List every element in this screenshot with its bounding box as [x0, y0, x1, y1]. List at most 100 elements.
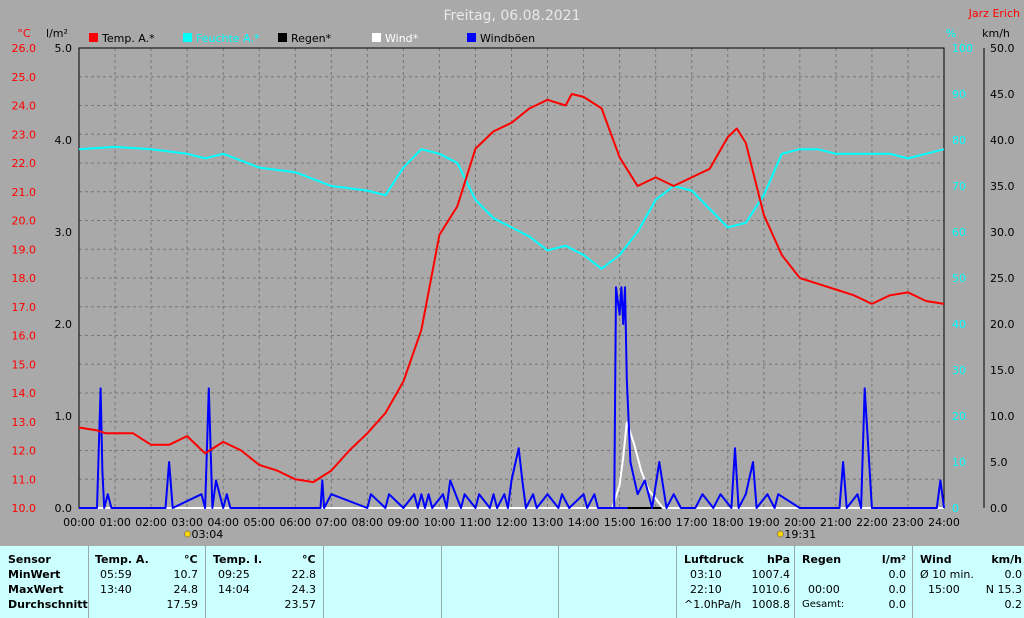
pressure-max-time: 22:10 — [690, 583, 722, 596]
wind-tick-label: 50.0 — [990, 42, 1015, 55]
x-tick-label: 09:00 — [388, 516, 420, 529]
temp-tick-label: 22.0 — [12, 157, 37, 170]
temp-a-max-time: 13:40 — [100, 583, 132, 596]
rain-tick-label: 3.0 — [55, 226, 73, 239]
temp-tick-label: 12.0 — [12, 445, 37, 458]
x-tick-label: 10:00 — [424, 516, 456, 529]
x-tick-label: 18:00 — [712, 516, 744, 529]
legend: Temp. A.* Feuchte A.* Regen* Wind* Windböen — [89, 32, 535, 45]
temp-a-avg: 17.59 — [166, 598, 199, 611]
temp-tick-label: 17.0 — [12, 301, 37, 314]
rain-total-label: Gesamt: — [802, 599, 845, 610]
wind-avg10: 0.0 — [1004, 568, 1023, 581]
temp-unit-label: °C — [17, 27, 31, 40]
wind-avg10-label: Ø 10 min. — [920, 568, 974, 581]
legend-swatch — [467, 33, 476, 42]
rain-tick-label: 0.0 — [55, 502, 73, 515]
sunrise-icon — [184, 530, 191, 538]
wind-tick-label: 35.0 — [990, 180, 1015, 193]
x-tick-label: 19:00 — [748, 516, 780, 529]
temp-i-min: 22.8 — [291, 568, 317, 581]
temp-i-min-time: 09:25 — [218, 568, 250, 581]
wind-tick-label: 30.0 — [990, 226, 1015, 239]
rain-total: 0.0 — [888, 598, 907, 611]
humidity-tick-label: 30 — [952, 364, 966, 377]
temp-tick-label: 21.0 — [12, 186, 37, 199]
humidity-tick-label: 40 — [952, 318, 966, 331]
temp-a-min-time: 05:59 — [100, 568, 132, 581]
stats-panel: Sensor MinWert MaxWert Durchschnitt Temp… — [0, 546, 1024, 618]
pressure-trend-label: ^1.0hPa/h — [684, 598, 742, 611]
wind-unit: km/h — [991, 553, 1022, 566]
temp-tick-label: 15.0 — [12, 358, 37, 371]
x-tick-label: 14:00 — [568, 516, 600, 529]
separator — [912, 546, 913, 618]
rain-unit: l/m² — [881, 553, 906, 566]
humidity-tick-label: 70 — [952, 180, 966, 193]
x-tick-label: 12:00 — [496, 516, 528, 529]
temp-tick-label: 19.0 — [12, 243, 37, 256]
temp-tick-label: 14.0 — [12, 387, 37, 400]
temp-tick-label: 10.0 — [12, 502, 37, 515]
wind-tick-label: 5.0 — [990, 456, 1008, 469]
pressure-trend: 1008.8 — [751, 598, 791, 611]
separator — [794, 546, 795, 618]
x-tick-label: 01:00 — [99, 516, 131, 529]
legend-swatch — [278, 33, 287, 42]
rain-row1: 0.0 — [888, 568, 907, 581]
x-tick-label: 24:00 — [928, 516, 960, 529]
x-tick-label: 04:00 — [207, 516, 239, 529]
x-tick-label: 21:00 — [820, 516, 852, 529]
x-tick-label: 11:00 — [460, 516, 492, 529]
legend-swatch — [183, 33, 192, 42]
temp-tick-label: 25.0 — [12, 71, 37, 84]
chart-canvas: Freitag, 06.08.2021 Jarz Erich °C l/m² %… — [12, 7, 1021, 541]
rain-tick-label: 4.0 — [55, 134, 73, 147]
temp-a-max: 24.8 — [173, 583, 199, 596]
humidity-tick-label: 80 — [952, 134, 966, 147]
wind-max-time: 15:00 — [928, 583, 960, 596]
separator — [441, 546, 442, 618]
x-tick-label: 20:00 — [784, 516, 816, 529]
wind-tick-label: 20.0 — [990, 318, 1015, 331]
series-windben — [79, 286, 945, 509]
x-tick-label: 05:00 — [243, 516, 275, 529]
rain-row2-label: 00:00 — [808, 583, 840, 596]
series-layer — [78, 93, 945, 509]
axes: 10.0 11.0 12.0 13.0 14.0 15.0 16.0 17.0 18.0 19.0… — [12, 42, 1015, 515]
sunrise-time: 03:04 — [192, 528, 224, 541]
x-tick-label: 08:00 — [351, 516, 383, 529]
separator — [676, 546, 677, 618]
author-label: Jarz Erich — [968, 7, 1020, 20]
temp-i-max-time: 14:04 — [218, 583, 250, 596]
chart-title: Freitag, 06.08.2021 — [444, 8, 581, 24]
legend-label: Windböen — [480, 32, 535, 45]
humidity-tick-label: 20 — [952, 410, 966, 423]
temp-a-min: 10.7 — [173, 568, 199, 581]
sunset-time: 19:31 — [784, 528, 816, 541]
legend-swatch — [89, 33, 98, 42]
x-tick-label: 22:00 — [856, 516, 888, 529]
legend-label: Feuchte A.* — [196, 32, 260, 45]
humidity-unit-label: % — [946, 27, 956, 40]
series-tempa — [78, 93, 945, 484]
humidity-tick-label: 90 — [952, 88, 966, 101]
rain-tick-label: 5.0 — [55, 42, 73, 55]
temp-tick-label: 24.0 — [12, 100, 37, 113]
x-tick-label: 13:00 — [532, 516, 564, 529]
temp-tick-label: 20.0 — [12, 215, 37, 228]
pressure-header: Luftdruck — [684, 553, 744, 566]
sunset-icon — [777, 530, 784, 538]
wind-tick-label: 40.0 — [990, 134, 1015, 147]
series-feuchtea — [78, 145, 945, 270]
wind-tick-label: 45.0 — [990, 88, 1015, 101]
x-tick-label: 03:00 — [171, 516, 203, 529]
pressure-unit: hPa — [766, 553, 790, 566]
x-tick-label: 15:00 — [604, 516, 636, 529]
sensor-header: Sensor — [8, 553, 51, 566]
wind-max: N 15.3 — [985, 583, 1022, 596]
rain-row2: 0.0 — [888, 583, 907, 596]
humidity-tick-label: 60 — [952, 226, 966, 239]
legend-label: Wind* — [385, 32, 419, 45]
wind-unit-label: km/h — [982, 27, 1010, 40]
